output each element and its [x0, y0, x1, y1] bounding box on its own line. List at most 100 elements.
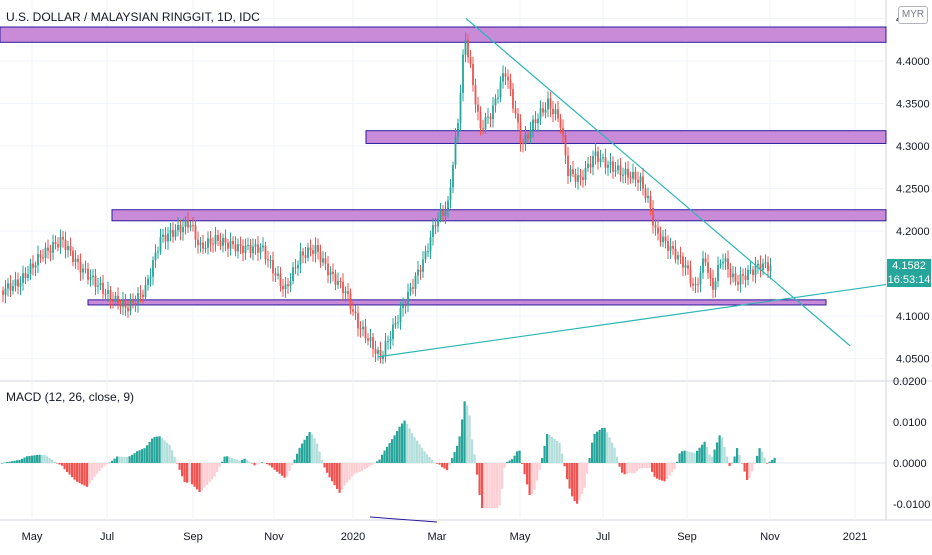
currency-badge[interactable]: MYR — [898, 6, 928, 24]
candle-body — [577, 175, 579, 182]
candle-body — [352, 309, 354, 312]
macd-bar — [18, 459, 21, 463]
price-axis-tick: 4.0500 — [896, 354, 930, 366]
macd-bar — [653, 463, 656, 477]
macd-bar — [168, 444, 171, 463]
support-resistance-zone — [87, 299, 827, 306]
macd-bar — [751, 463, 754, 472]
candle-body — [172, 229, 174, 237]
macd-bar — [226, 456, 229, 463]
candle-body — [642, 176, 644, 189]
candle-body — [367, 338, 369, 341]
macd-bar — [123, 456, 126, 463]
macd-bar — [86, 463, 89, 487]
candle-body — [137, 293, 139, 305]
macd-bar — [708, 454, 711, 463]
candle-body — [247, 245, 249, 247]
macd-bar — [696, 450, 699, 463]
support-resistance-zone — [111, 209, 887, 222]
candle-body — [569, 169, 572, 177]
macd-bar — [136, 451, 139, 463]
macd-bar — [158, 436, 161, 463]
candle-body — [212, 243, 214, 245]
candle-body — [194, 225, 197, 240]
candle-body — [377, 350, 379, 354]
macd-bar — [3, 462, 6, 464]
time-axis-tick: Sep — [677, 531, 697, 543]
candle-body — [57, 244, 59, 248]
macd-bar — [573, 463, 576, 502]
macd-bar — [61, 463, 64, 466]
candle-body — [742, 274, 744, 276]
candle-body — [767, 262, 769, 272]
candle-body — [329, 271, 332, 276]
macd-bar — [91, 463, 94, 481]
candle-body — [607, 164, 609, 168]
macd-bar — [673, 463, 676, 470]
candle-body — [424, 251, 427, 260]
candle-body — [354, 311, 357, 314]
candle-body — [287, 284, 289, 287]
price-axis-tick: 4.3500 — [896, 99, 930, 111]
macd-bar — [53, 461, 56, 463]
candle-body — [177, 224, 179, 231]
macd-bar — [238, 460, 241, 463]
macd-bar — [323, 463, 326, 468]
macd-bar — [523, 463, 526, 475]
macd-bar — [31, 455, 34, 463]
candle-body — [199, 242, 202, 246]
candle-body — [684, 265, 687, 268]
current-price-tag: 4.1582 — [887, 259, 931, 273]
macd-bar — [51, 459, 54, 463]
candle-body — [152, 260, 154, 277]
macd-bar — [133, 453, 136, 463]
macd-bar — [703, 441, 706, 463]
macd-bar — [471, 439, 474, 463]
candle-body — [729, 269, 732, 278]
macd-bar — [351, 463, 354, 477]
macd-bar — [678, 453, 681, 463]
macd-bar — [331, 463, 334, 482]
candle-body — [97, 285, 99, 287]
macd-bar — [81, 463, 84, 485]
price-axis-tick: 4.2000 — [896, 226, 930, 238]
macd-bar — [736, 448, 739, 463]
candle-body — [412, 287, 414, 289]
candle-body — [59, 236, 62, 248]
macd-bar — [23, 457, 26, 463]
candle-body — [574, 173, 577, 182]
macd-bar — [183, 463, 186, 482]
macd-bar — [368, 463, 371, 467]
macd-bar — [483, 463, 486, 509]
candle-body — [222, 237, 224, 246]
macd-bar — [453, 451, 456, 463]
macd-bar — [121, 456, 124, 463]
macd-bar — [608, 437, 611, 463]
candle-body — [472, 64, 474, 86]
candle-body — [752, 269, 754, 276]
macd-bar — [233, 458, 236, 463]
macd-bar — [326, 463, 329, 473]
candle-body — [652, 208, 654, 226]
candle-body — [102, 282, 104, 294]
candle-body — [602, 157, 604, 159]
candle-body — [627, 168, 629, 178]
candle-body — [492, 105, 494, 120]
macd-bar — [588, 457, 591, 463]
candle-body — [664, 236, 667, 242]
macd-indicator-label[interactable]: MACD (12, 26, close, 9) — [6, 390, 135, 404]
macd-bar — [251, 463, 254, 464]
macd-bar — [648, 463, 651, 468]
candle-body — [369, 337, 372, 341]
candle-body — [429, 237, 432, 252]
candle-body — [189, 225, 192, 228]
candle-body — [519, 122, 522, 144]
candle-body — [477, 104, 479, 112]
macd-bar — [543, 445, 546, 463]
macd-bar — [643, 463, 646, 468]
candle-body — [449, 187, 452, 201]
candle-body — [219, 241, 222, 246]
macd-bar — [163, 440, 166, 463]
